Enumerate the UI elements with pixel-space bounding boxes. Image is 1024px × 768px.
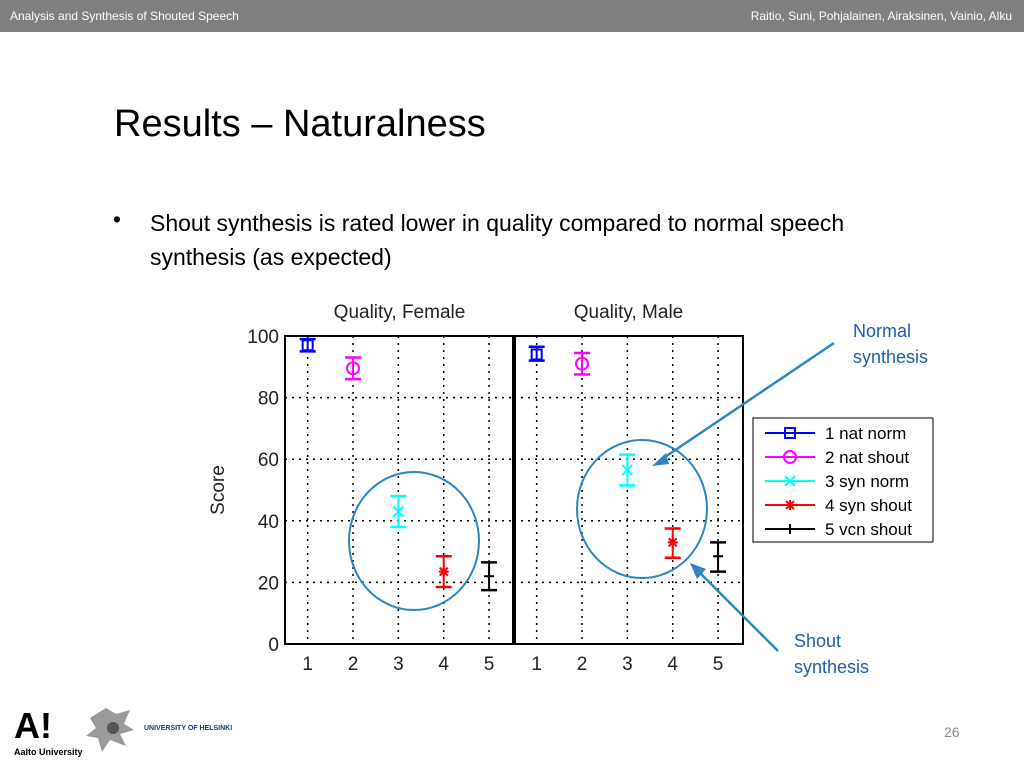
slide-title: Results – Naturalness xyxy=(114,103,486,145)
legend-item: 2 nat shout xyxy=(765,448,909,467)
y-tick-label: 100 xyxy=(247,327,279,348)
data-point-1 xyxy=(528,345,545,362)
arrowhead-normal-icon xyxy=(652,453,669,466)
authors: Raitio, Suni, Pohjalainen, Airaksinen, V… xyxy=(750,9,1012,23)
header-bar: Analysis and Synthesis of Shouted Speech… xyxy=(0,0,1024,32)
x-tick-label: 2 xyxy=(348,654,359,675)
marker-circle-icon xyxy=(783,450,797,464)
chart-title: Quality, Male xyxy=(574,302,683,323)
x-tick-label: 3 xyxy=(393,654,404,675)
legend-label: 5 vcn shout xyxy=(825,520,912,539)
x-tick-label: 5 xyxy=(713,654,724,675)
x-tick-label: 4 xyxy=(667,654,678,675)
chart-panel-1: Quality, Female 1 2 3 4 5 0 20 40 60 80 100 Score xyxy=(208,302,515,675)
marker-plus-icon xyxy=(785,524,795,534)
legend-label: 3 syn norm xyxy=(825,472,909,491)
arrow-shout xyxy=(695,568,779,652)
marker-x-icon xyxy=(392,505,405,518)
x-tick-label: 2 xyxy=(577,654,588,675)
legend-item: 1 nat norm xyxy=(765,424,906,443)
legend-box xyxy=(752,417,934,543)
axes-frame xyxy=(513,335,744,645)
data-point-5 xyxy=(481,561,498,592)
marker-circle-icon xyxy=(346,361,361,376)
x-tick-label: 4 xyxy=(438,654,449,675)
bullet-marker: • xyxy=(113,206,122,232)
data-point-4 xyxy=(435,554,452,589)
data-point-5 xyxy=(710,541,727,573)
annotation-shout: Shout synthesis xyxy=(794,628,869,680)
y-tick-label: 40 xyxy=(258,512,279,533)
marker-star-icon xyxy=(438,566,449,577)
legend-item: 4 syn shout xyxy=(765,496,912,515)
aalto-logo-text: Aalto University xyxy=(14,747,83,757)
x-tick-label: 1 xyxy=(302,654,313,675)
marker-square-icon xyxy=(301,339,314,352)
bullet-text: Shout synthesis is rated lower in qualit… xyxy=(150,210,845,270)
helsinki-emblem-icon xyxy=(86,708,134,752)
marker-x-icon xyxy=(621,464,634,476)
data-point-1 xyxy=(299,337,316,353)
marker-square-icon xyxy=(784,427,796,439)
legend-item: 3 syn norm xyxy=(765,472,909,491)
marker-star-icon xyxy=(667,537,678,548)
marker-circle-icon xyxy=(575,356,590,371)
highlight-ellipse-male xyxy=(576,439,708,579)
x-tick-label: 3 xyxy=(622,654,633,675)
arrow-normal xyxy=(658,341,835,463)
helsinki-logo-text: UNIVERSITY OF HELSINKI xyxy=(144,725,232,732)
data-point-4 xyxy=(664,527,681,560)
legend-label: 2 nat shout xyxy=(825,448,909,467)
arrowhead-shout-icon xyxy=(690,563,706,579)
university-logos: A! Aalto University UNIVERSITY OF HELSIN… xyxy=(14,705,232,757)
chart-panel-2: Quality, Male 1 2 3 4 5 xyxy=(513,302,744,675)
x-tick-label: 1 xyxy=(531,654,542,675)
annotation-shout-line2: synthesis xyxy=(794,657,870,677)
data-point-2 xyxy=(345,356,362,381)
y-axis-label: Score xyxy=(208,465,229,515)
data-point-3 xyxy=(619,453,636,487)
legend-label: 1 nat norm xyxy=(825,424,906,443)
x-tick-label: 5 xyxy=(484,654,495,675)
legend-item: 5 vcn shout xyxy=(765,520,912,539)
annotation-normal: Normal synthesis xyxy=(853,318,928,370)
y-tick-label: 20 xyxy=(258,573,279,594)
data-point-3 xyxy=(390,494,407,529)
chart-title: Quality, Female xyxy=(334,302,466,323)
page-number: 26 xyxy=(944,724,960,740)
highlight-ellipse-female xyxy=(348,471,480,611)
aalto-logo: A! xyxy=(14,705,52,746)
data-point-2 xyxy=(574,351,591,376)
annotation-normal-line2: synthesis xyxy=(853,347,929,367)
marker-square-icon xyxy=(530,348,543,361)
y-tick-label: 80 xyxy=(258,389,279,410)
marker-plus-icon xyxy=(713,551,724,562)
marker-x-icon xyxy=(784,475,796,487)
y-tick-label: 60 xyxy=(258,450,279,471)
marker-star-icon xyxy=(785,500,795,510)
legend-label: 4 syn shout xyxy=(825,496,912,515)
annotation-shout-line1: Shout xyxy=(794,631,842,651)
marker-plus-icon xyxy=(484,571,495,582)
annotation-normal-line1: Normal xyxy=(853,321,912,341)
y-tick-label: 0 xyxy=(268,635,279,656)
axes-frame xyxy=(284,335,515,645)
presentation-title: Analysis and Synthesis of Shouted Speech xyxy=(10,9,239,23)
